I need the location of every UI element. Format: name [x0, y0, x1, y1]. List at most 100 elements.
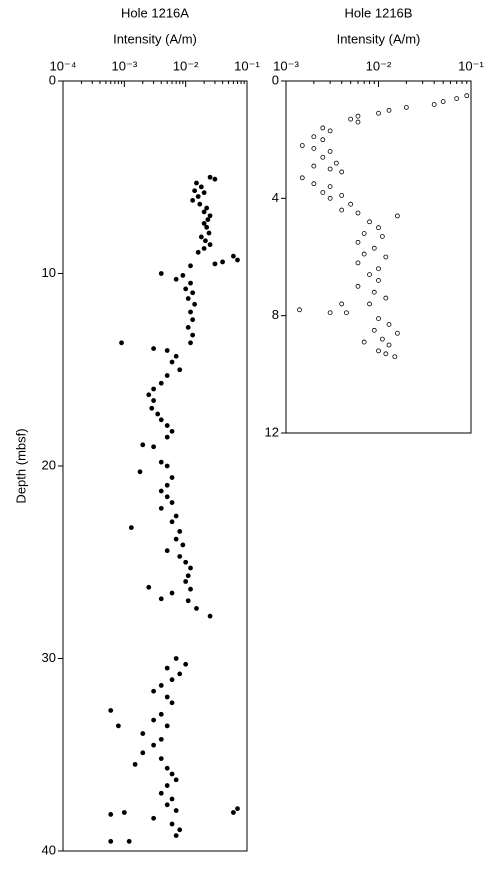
data-point	[173, 353, 179, 359]
panel-title: Hole 1216A	[121, 5, 189, 20]
data-point	[183, 661, 189, 667]
data-point	[327, 184, 333, 190]
data-point	[204, 224, 210, 230]
data-point	[132, 761, 138, 767]
data-point	[205, 217, 211, 223]
data-point	[311, 181, 317, 187]
data-point	[320, 190, 326, 195]
data-point	[173, 656, 179, 661]
data-point	[158, 380, 164, 386]
data-point	[173, 536, 179, 542]
data-point	[158, 271, 164, 276]
data-point	[383, 351, 389, 357]
data-point	[299, 175, 305, 181]
data-point	[355, 283, 361, 289]
data-point	[164, 434, 170, 440]
data-point	[355, 119, 361, 125]
data-point	[212, 176, 218, 182]
data-point	[164, 463, 170, 469]
data-point	[140, 731, 146, 736]
data-point	[126, 838, 132, 844]
data-point	[119, 340, 124, 346]
data-point	[151, 717, 156, 723]
data-point	[158, 683, 164, 688]
data-point	[188, 263, 193, 269]
data-point	[151, 346, 156, 351]
data-point	[188, 280, 193, 286]
data-point	[355, 210, 361, 216]
data-point	[376, 348, 381, 354]
x-tick-label: 10⁻³	[273, 58, 299, 73]
data-point	[169, 359, 175, 365]
data-point	[188, 340, 193, 346]
data-point	[183, 286, 189, 292]
data-point	[169, 590, 175, 596]
data-point	[183, 559, 189, 565]
data-point	[339, 207, 345, 213]
data-point	[164, 783, 170, 788]
data-point	[151, 398, 156, 403]
data-point	[320, 125, 326, 131]
x-tick-label: 10⁻¹	[458, 58, 484, 73]
data-point	[115, 723, 121, 729]
data-point	[383, 254, 389, 260]
data-point	[173, 513, 179, 519]
data-point	[431, 102, 437, 107]
data-point	[339, 169, 345, 175]
data-point	[190, 197, 196, 203]
data-point	[201, 246, 207, 251]
data-point	[173, 833, 179, 838]
data-point	[376, 110, 381, 116]
data-point	[320, 154, 326, 160]
data-point	[204, 205, 210, 211]
data-point	[195, 249, 201, 255]
data-point	[192, 301, 198, 307]
x-axis-label: Intensity (A/m)	[337, 31, 421, 46]
data-point	[207, 242, 213, 248]
data-point	[164, 765, 170, 771]
data-point	[371, 327, 377, 333]
data-point	[367, 301, 372, 307]
data-point	[169, 475, 175, 480]
data-point	[195, 194, 201, 199]
data-point	[386, 322, 392, 327]
data-point	[188, 565, 193, 571]
data-point	[361, 339, 367, 345]
data-point	[194, 606, 199, 611]
data-point	[194, 180, 199, 186]
data-point	[158, 790, 164, 796]
data-point	[158, 505, 164, 511]
data-point	[164, 423, 170, 428]
panel-title: Hole 1216B	[345, 5, 413, 20]
y-tick-label: 20	[42, 457, 56, 472]
data-point	[151, 688, 156, 694]
data-point	[108, 812, 114, 817]
data-point	[327, 128, 333, 134]
data-point	[185, 573, 191, 579]
data-point	[185, 324, 191, 330]
x-tick-label: 10⁻²	[366, 58, 392, 73]
data-point	[185, 296, 191, 301]
data-point	[190, 290, 196, 296]
data-point	[128, 525, 134, 530]
data-point	[361, 251, 367, 257]
data-point	[164, 494, 170, 500]
data-point	[155, 411, 161, 417]
data-point	[177, 367, 183, 373]
data-point	[190, 317, 196, 323]
data-point	[230, 810, 236, 815]
data-point	[376, 316, 381, 322]
data-point	[188, 309, 193, 315]
x-tick-label: 10⁻²	[173, 58, 199, 73]
data-point	[207, 213, 213, 219]
data-point	[230, 253, 236, 259]
data-point	[207, 174, 213, 180]
data-point	[180, 273, 186, 278]
data-point	[177, 671, 183, 677]
data-point	[379, 234, 385, 239]
data-point	[183, 579, 189, 584]
y-tick-label: 0	[272, 72, 279, 87]
data-point	[180, 542, 186, 548]
data-point	[177, 529, 183, 534]
